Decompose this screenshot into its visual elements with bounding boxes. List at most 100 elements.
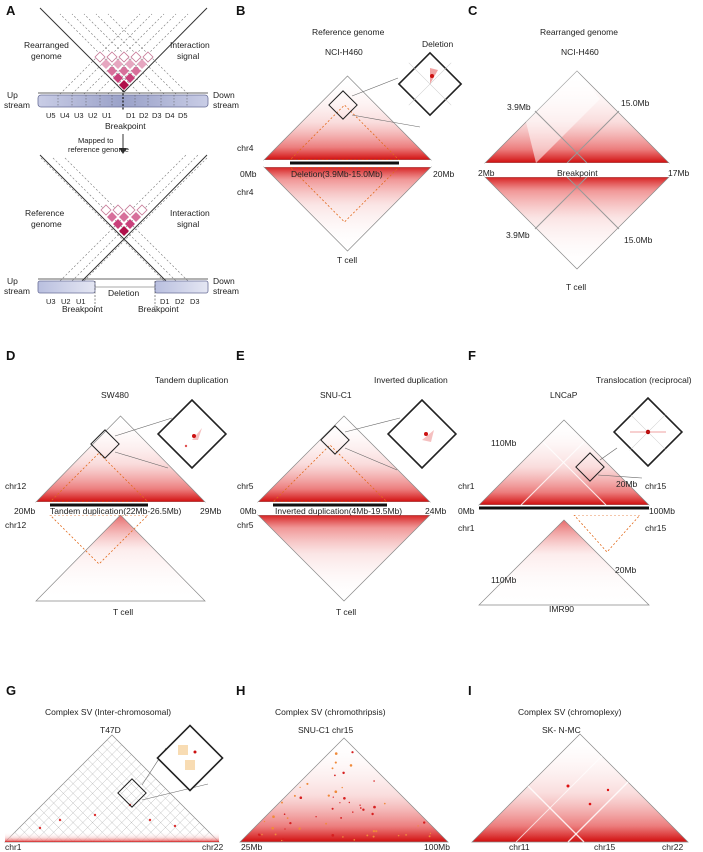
sample-bottom: T cell <box>337 255 357 265</box>
hic-triangle-bottom <box>257 514 431 602</box>
sample-top: SK- N-MC <box>542 725 581 735</box>
track2-downstream-label: stream <box>213 286 239 296</box>
inset-deletion <box>397 51 463 117</box>
segment-label: D2 <box>175 297 185 306</box>
signal-dot <box>325 822 328 825</box>
signal-dot <box>375 830 378 833</box>
chrom-left: chr1 <box>458 481 475 491</box>
signal-dot <box>311 839 313 841</box>
signal-dot <box>373 805 376 809</box>
panel-title: Complex SV (chromoplexy) <box>518 707 622 717</box>
track-up-label: Up <box>7 90 18 100</box>
signal-dot <box>371 812 374 816</box>
chrom-label-2: chr5 <box>237 520 254 530</box>
axis-left: 0Mb <box>458 506 475 516</box>
signal-dot <box>339 802 341 804</box>
signal-dot <box>299 796 303 799</box>
signal-dot <box>423 821 426 824</box>
signal-dot <box>38 826 42 830</box>
signal-dot <box>397 834 400 837</box>
segment-labels-bottom: U3 U2 U1 D1 D2 D3 <box>46 297 200 306</box>
panel-b: B Reference genome NCI-H460 Deletion chr… <box>236 3 463 265</box>
sample-bottom: T cell <box>566 282 586 292</box>
signal-dot <box>261 833 263 836</box>
zoom-box <box>328 90 358 120</box>
grid-line <box>72 773 142 843</box>
chrom-label-2: chr12 <box>5 520 27 530</box>
sample-top: NCI-H460 <box>325 47 363 57</box>
panel-letter: G <box>6 683 16 698</box>
signal-dot <box>58 818 62 822</box>
arrow-label-1: Mapped to <box>78 136 113 145</box>
grid-line <box>77 768 152 843</box>
zoom-box <box>117 778 147 808</box>
signal-dot <box>334 790 338 794</box>
hic-triangle <box>239 737 449 843</box>
label-signal-2: signal <box>177 219 199 229</box>
track-down-label: Down <box>213 90 235 100</box>
axis-left: 0Mb <box>240 169 257 179</box>
label-genome-2: genome <box>31 219 62 229</box>
hic-triangle-bottom <box>484 176 670 270</box>
grid-line <box>82 764 161 843</box>
sample-top: NCI-H460 <box>561 47 599 57</box>
signal-dot <box>428 835 431 838</box>
signal-dot <box>272 815 275 819</box>
panel-e: E Inverted duplication SNU-C1 chr5 0Mb I… <box>236 348 458 617</box>
panel-letter: A <box>6 3 16 18</box>
grid-line <box>87 759 171 843</box>
hic-triangle <box>471 733 689 843</box>
segment-label: U2 <box>61 297 71 306</box>
signal-dot <box>315 816 317 818</box>
grid-line <box>53 759 137 843</box>
signal-dot <box>298 827 301 830</box>
signal-dot <box>173 824 177 828</box>
chrom-label: chr4 <box>237 143 254 153</box>
signal-dot <box>372 829 376 833</box>
signal-dot <box>274 833 277 836</box>
breakpoint-label: Breakpoint <box>105 121 146 131</box>
signal-dot <box>341 786 343 789</box>
axis-left: chr11 <box>509 842 530 852</box>
signal-dot <box>359 804 361 806</box>
segment-label: U4 <box>60 111 70 120</box>
signal-dot <box>271 826 275 830</box>
segment-label: D3 <box>190 297 200 306</box>
signal-dot <box>93 813 97 817</box>
signal-dot <box>383 802 386 805</box>
inset-interchrom <box>156 724 224 792</box>
track2-down-label: Down <box>213 276 235 286</box>
segment-label: U1 <box>102 111 112 120</box>
chromothripsis-dots <box>253 751 432 842</box>
segment-label: D5 <box>178 111 188 120</box>
grid-line <box>102 744 200 843</box>
panel-letter: E <box>236 348 245 363</box>
signal-dot <box>253 838 256 842</box>
sample-bottom: T cell <box>336 607 356 617</box>
label-signal: signal <box>177 51 199 61</box>
mark-left-2: 3.9Mb <box>506 230 530 240</box>
signal-dot <box>417 825 419 827</box>
axis-mid: Breakpoint <box>557 168 598 178</box>
panel-title: Translocation (reciprocal) <box>596 375 692 385</box>
rearranged-schematic <box>39 7 208 95</box>
signal-diamonds-top <box>94 51 154 90</box>
panel-title: Complex SV (Inter-chromosomal) <box>45 707 171 717</box>
sample-top: SW480 <box>101 390 129 400</box>
label-reference: Reference <box>25 208 64 218</box>
signal-dot <box>148 818 152 822</box>
axis-right: chr22 <box>662 842 684 852</box>
axis-right: chr22 <box>202 842 224 852</box>
segment-label: D1 <box>126 111 136 120</box>
track-downstream-label: stream <box>213 100 239 110</box>
panel-title: Complex SV (chromothripsis) <box>275 707 386 717</box>
signal-dot <box>331 834 335 837</box>
panel-letter: I <box>468 683 472 698</box>
signal-dot <box>286 817 289 819</box>
chrom-label: chr5 <box>237 481 254 491</box>
panel-title: Inverted duplication <box>374 375 448 385</box>
signal-dot <box>263 820 266 823</box>
panel-d: D Tandem duplication SW480 chr12 20Mb Ta… <box>5 348 229 617</box>
sample-bottom: T cell <box>113 607 133 617</box>
signal-dot <box>348 801 350 804</box>
